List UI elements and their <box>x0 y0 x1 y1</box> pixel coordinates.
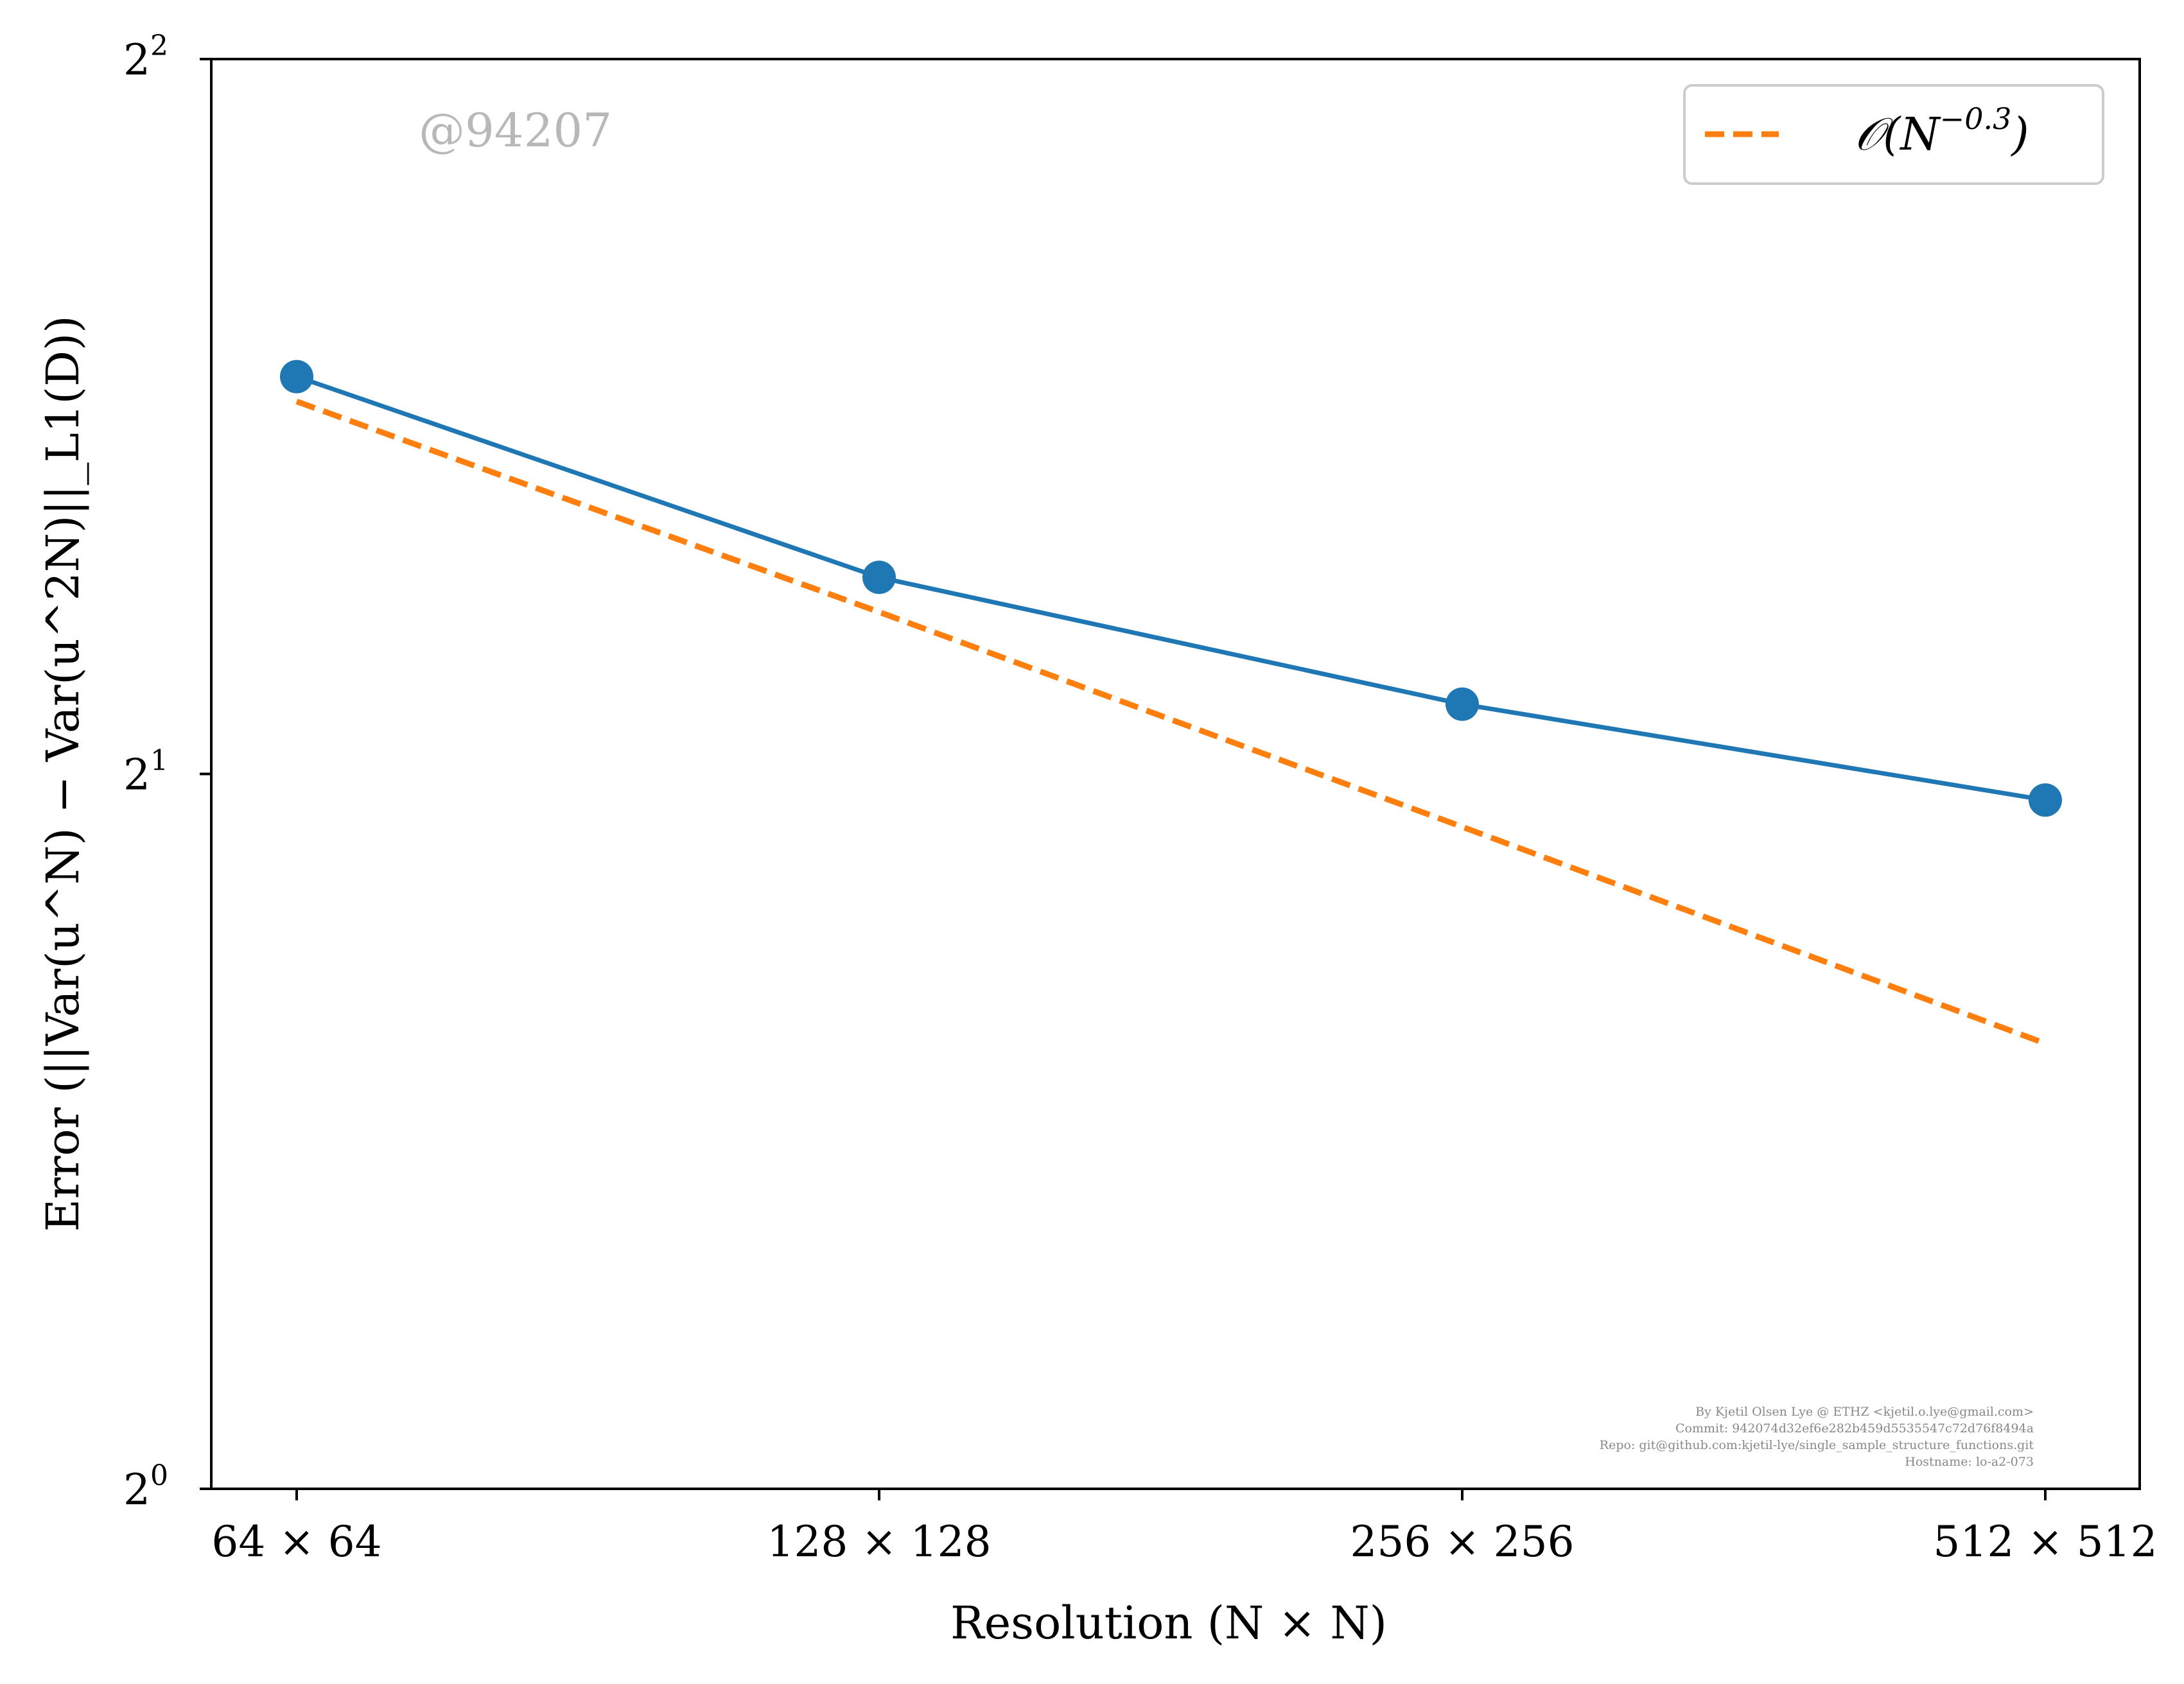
data-point <box>280 360 313 394</box>
footer-line: By Kjetil Olsen Lye @ ETHZ <kjetil.o.lye… <box>1695 1405 2034 1419</box>
y-tick-exponent: 0 <box>150 1459 168 1492</box>
y-tick-exponent: 2 <box>150 30 168 62</box>
legend-label-fit: 𝒪(N−0.3) <box>1855 101 2029 161</box>
series-layer <box>280 360 2062 1046</box>
y-tick-label: 21 <box>123 745 168 800</box>
x-tick-label: 512 × 512 <box>1933 1517 2157 1567</box>
fit-line <box>295 399 2047 1046</box>
y-tick-base: 2 <box>123 35 150 85</box>
footer-line: Repo: git@github.com:kjetil-lye/single_s… <box>1600 1438 2034 1452</box>
y-tick-exponent: 1 <box>150 745 168 777</box>
x-tick-label: 64 × 64 <box>211 1517 381 1567</box>
x-tick-label: 128 × 128 <box>767 1517 991 1567</box>
footer-line: Hostname: lo-a2-073 <box>1905 1455 2034 1469</box>
footer-credits: By Kjetil Olsen Lye @ ETHZ <kjetil.o.lye… <box>1600 1405 2034 1469</box>
legend-label-main: 𝒪(N <box>1855 108 1941 161</box>
y-tick-label: 22 <box>123 30 168 85</box>
watermark-text: @94207 <box>419 103 612 157</box>
legend-label-close: ) <box>2010 108 2029 161</box>
legend-box <box>1683 84 2104 185</box>
plot-frame <box>210 58 2141 1490</box>
y-tick-base: 2 <box>123 1465 150 1515</box>
data-point <box>862 560 896 595</box>
footer-line: Commit: 942074d32ef6e282b459d5535547c72d… <box>1675 1421 2034 1436</box>
data-point <box>2029 783 2062 817</box>
series-line <box>295 374 2046 803</box>
y-axis-title: Error (||Var(u^N) − Var(u^2N)||_L1(D)) <box>37 315 89 1231</box>
x-axis-ticks: 64 × 64 128 × 128 256 × 256 512 × 512 <box>211 1489 2158 1567</box>
data-point <box>1446 687 1479 721</box>
legend: 𝒪(N−0.3) <box>1683 84 2104 185</box>
x-tick-label: 256 × 256 <box>1350 1517 1574 1567</box>
y-tick-base: 2 <box>123 751 150 800</box>
legend-label-exponent: −0.3 <box>1940 101 2012 136</box>
y-tick-label: 20 <box>123 1459 168 1515</box>
x-axis-title: Resolution (N × N) <box>950 1597 1387 1649</box>
